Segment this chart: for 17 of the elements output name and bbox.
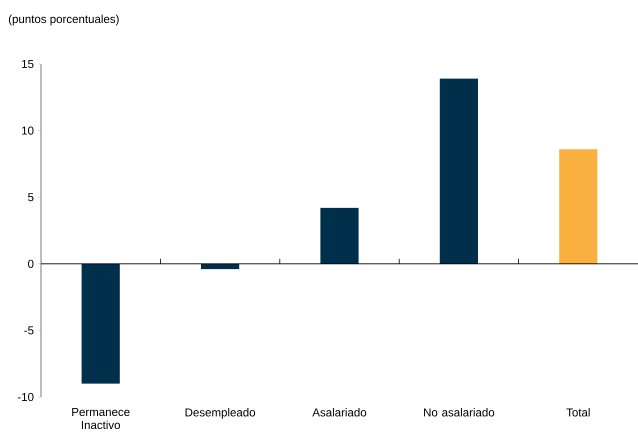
bar xyxy=(200,264,240,270)
y-tick-label: 5 xyxy=(28,193,34,202)
y-tick-label: -10 xyxy=(18,392,34,402)
x-tick-label: Permanece Inactivo xyxy=(72,408,130,430)
x-tick-label: Asalariado xyxy=(312,408,366,416)
bar xyxy=(82,264,120,384)
bar xyxy=(320,208,359,264)
x-tick-label: No asalariado xyxy=(424,408,494,416)
y-tick-label: 0 xyxy=(28,260,34,268)
y-tick-label: -5 xyxy=(24,326,34,334)
bar xyxy=(440,78,478,264)
y-axis-title: (puntos porcentuales) xyxy=(8,14,119,26)
x-tick-label: Total xyxy=(566,408,590,416)
bar xyxy=(559,149,598,264)
x-tick-label: Desempleado xyxy=(186,408,256,419)
y-tick-label: 15 xyxy=(22,60,34,68)
y-tick-label: 10 xyxy=(22,126,34,135)
